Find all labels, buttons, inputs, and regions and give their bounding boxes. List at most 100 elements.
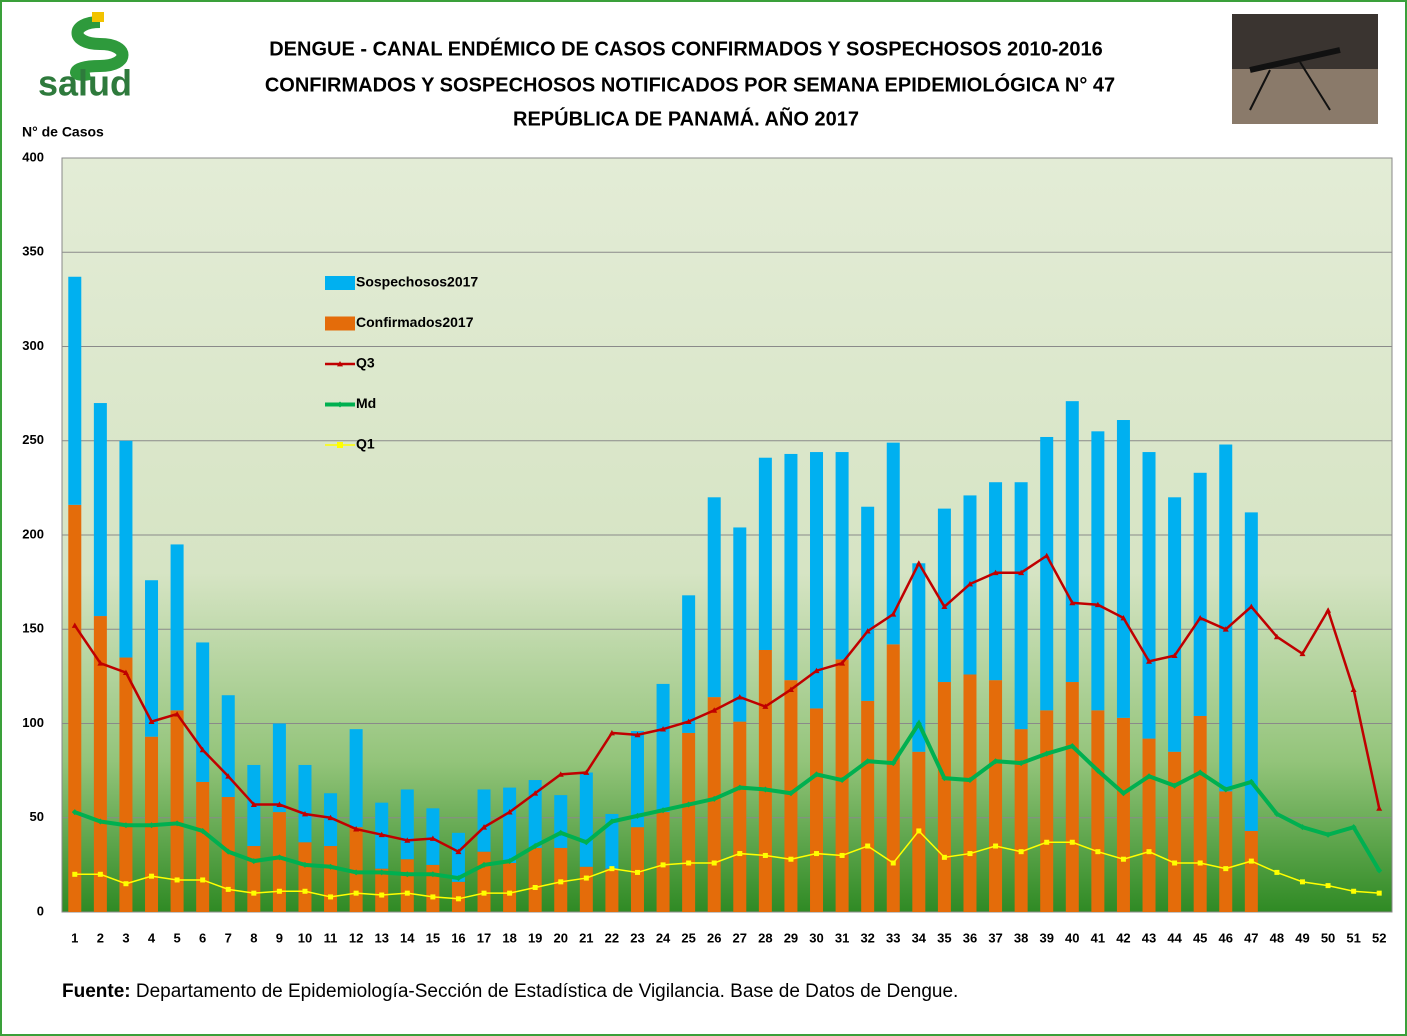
bar-segment (324, 846, 338, 912)
mosquito-photo (1232, 14, 1378, 124)
marker (122, 669, 129, 676)
y-tick-label: 100 (22, 715, 44, 730)
marker (455, 875, 462, 882)
marker (1350, 824, 1357, 831)
marker (532, 790, 539, 796)
marker (251, 890, 257, 896)
y-tick-label: 0 (37, 903, 44, 918)
marker (813, 771, 820, 778)
marker (532, 884, 538, 890)
legend-label: Md (356, 395, 376, 411)
marker (353, 826, 360, 832)
marker (97, 660, 104, 666)
marker (327, 863, 334, 870)
marker (1120, 614, 1127, 621)
source-note: Fuente: Departamento de Epidemiología-Se… (62, 981, 958, 1002)
marker (941, 854, 947, 860)
marker (660, 726, 667, 732)
marker (1069, 599, 1076, 606)
x-tick-label: 7 (225, 930, 232, 945)
legend-label: Confirmados2017 (356, 314, 474, 330)
marker (711, 795, 718, 802)
marker (966, 777, 973, 784)
bar-segment (1193, 715, 1207, 912)
marker (890, 860, 896, 866)
y-tick-label: 200 (22, 526, 44, 541)
marker (558, 879, 564, 885)
bar-segment (119, 657, 133, 912)
logo-text: salud (38, 63, 132, 104)
bar-segment (810, 708, 824, 912)
marker (1043, 552, 1050, 559)
marker (634, 731, 641, 738)
bar-segment (989, 680, 1003, 912)
x-tick-label: 43 (1142, 930, 1156, 945)
marker (455, 896, 461, 902)
x-tick-label: 5 (173, 930, 180, 945)
x-tick-label: 45 (1193, 930, 1207, 945)
x-tick-label: 38 (1014, 930, 1028, 945)
marker (337, 361, 343, 367)
title-line: DENGUE - CANAL ENDÉMICO DE CASOS CONFIRM… (269, 37, 1103, 60)
bar-segment (733, 527, 747, 722)
title-line: REPÚBLICA DE PANAMÁ. AÑO 2017 (513, 106, 859, 130)
marker (1018, 849, 1024, 855)
bar-segment (196, 781, 210, 912)
x-tick-label: 50 (1321, 930, 1335, 945)
bar-segment (1040, 436, 1054, 711)
marker (225, 848, 232, 855)
marker (634, 869, 640, 875)
bar-segment (1065, 401, 1079, 683)
x-tick-label: 3 (122, 930, 129, 945)
marker (941, 775, 948, 782)
marker (941, 603, 948, 610)
marker (992, 758, 999, 765)
marker (865, 843, 871, 849)
marker (1171, 652, 1178, 659)
marker (481, 890, 487, 896)
bar-segment (861, 700, 875, 912)
marker (404, 890, 410, 896)
marker (1222, 786, 1229, 793)
marker (1376, 890, 1382, 896)
logo: salud (38, 12, 132, 104)
x-tick-label: 49 (1295, 930, 1309, 945)
marker (404, 871, 411, 878)
marker (787, 686, 794, 692)
marker (762, 786, 769, 793)
y-tick-label: 150 (22, 621, 44, 636)
marker (839, 660, 846, 666)
bar-segment (810, 452, 824, 709)
marker (328, 894, 334, 900)
marker (276, 854, 283, 861)
source-label: Fuente: (62, 981, 131, 1002)
x-tick-label: 24 (656, 930, 671, 945)
bar-segment (630, 731, 644, 828)
x-tick-label: 37 (988, 930, 1002, 945)
marker (608, 818, 615, 825)
legend-swatch (325, 316, 355, 331)
bar-segment (1014, 729, 1028, 912)
marker (993, 843, 999, 849)
marker (97, 871, 103, 877)
marker (1273, 633, 1280, 640)
bar-segment (1168, 751, 1182, 912)
marker (839, 777, 846, 784)
marker (736, 784, 743, 791)
marker (608, 729, 615, 736)
marker (71, 622, 78, 628)
x-tick-label: 42 (1116, 930, 1130, 945)
marker (327, 814, 334, 821)
marker (199, 746, 206, 753)
marker (174, 711, 181, 717)
marker (122, 822, 129, 829)
marker (787, 790, 794, 797)
legend-label: Sospechosos2017 (356, 274, 478, 290)
x-tick-label: 48 (1270, 930, 1284, 945)
marker (481, 824, 488, 830)
marker (301, 810, 308, 817)
marker (814, 851, 820, 857)
marker (174, 820, 181, 827)
marker (685, 718, 692, 725)
